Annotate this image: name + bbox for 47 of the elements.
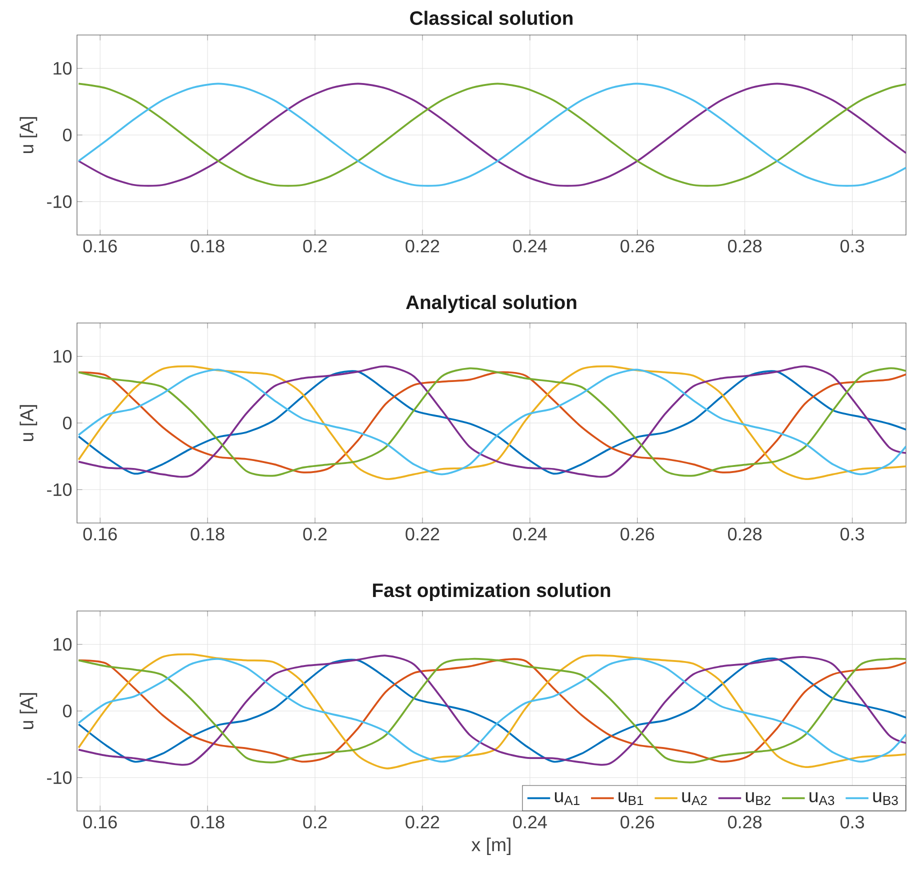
y-tick-label: -10 [47,771,72,784]
x-tick-label: 0.18 [190,528,224,540]
y-tick-label: -10 [47,483,72,496]
chart-title: Classical solution [410,10,572,25]
y-tick-label: 10 [54,62,72,75]
x-tick-label: 0.2 [303,528,327,540]
y-axis-title: u [A] [20,405,38,441]
x-tick-label: 0.16 [83,528,117,540]
x-tick-label: 0.26 [620,816,654,828]
x-tick-label: 0.16 [83,816,117,828]
x-tick-label: 0.3 [840,528,864,540]
legend-label: u$_{B2}$ [746,792,770,805]
x-tick-label: 0.28 [728,816,762,828]
legend-label: u$_{B3}$ [873,792,898,806]
x-tick-label: 0.22 [406,240,440,252]
x-tick-label: 0.3 [840,816,864,828]
chart-title: Analytical solution [406,294,576,313]
x-tick-label: 0.2 [303,816,327,828]
chart-title: Fast optimization solution [373,582,610,601]
x-tick-label: 0.24 [513,240,547,252]
x-tick-label: 0.16 [83,240,117,252]
x-tick-label: 0.2 [303,240,327,252]
legend-label: u$_{A2}$ [682,792,707,805]
y-tick-label: 0 [62,128,72,142]
x-tick-label: 0.18 [190,816,224,828]
y-tick-label: 0 [62,416,72,430]
legend-label: u$_{A3}$ [810,792,834,806]
x-tick-label: 0.28 [728,240,762,252]
x-tick-label: 0.3 [840,240,864,252]
line-series [78,82,906,187]
x-tick-label: 0.24 [513,528,547,540]
x-tick-label: 0.26 [620,528,654,540]
y-tick-label: -10 [47,195,72,208]
y-tick-label: 0 [62,704,72,718]
x-tick-label: 0.28 [728,528,762,540]
x-tick-label: 0.22 [406,528,440,540]
x-tick-label: 0.24 [513,816,547,828]
y-tick-label: 10 [54,350,72,363]
legend-label: u$_{B1}$ [618,792,644,805]
x-tick-label: 0.26 [620,240,654,252]
legend-label: u$_{A1}$ [554,792,580,805]
y-axis-title: u [A] [20,693,38,729]
x-tick-label: 0.18 [190,240,224,252]
x-axis-title: x [m] [471,838,510,855]
y-tick-label: 10 [54,638,72,651]
x-tick-label: 0.22 [406,816,440,828]
y-axis-title: u [A] [20,117,38,153]
